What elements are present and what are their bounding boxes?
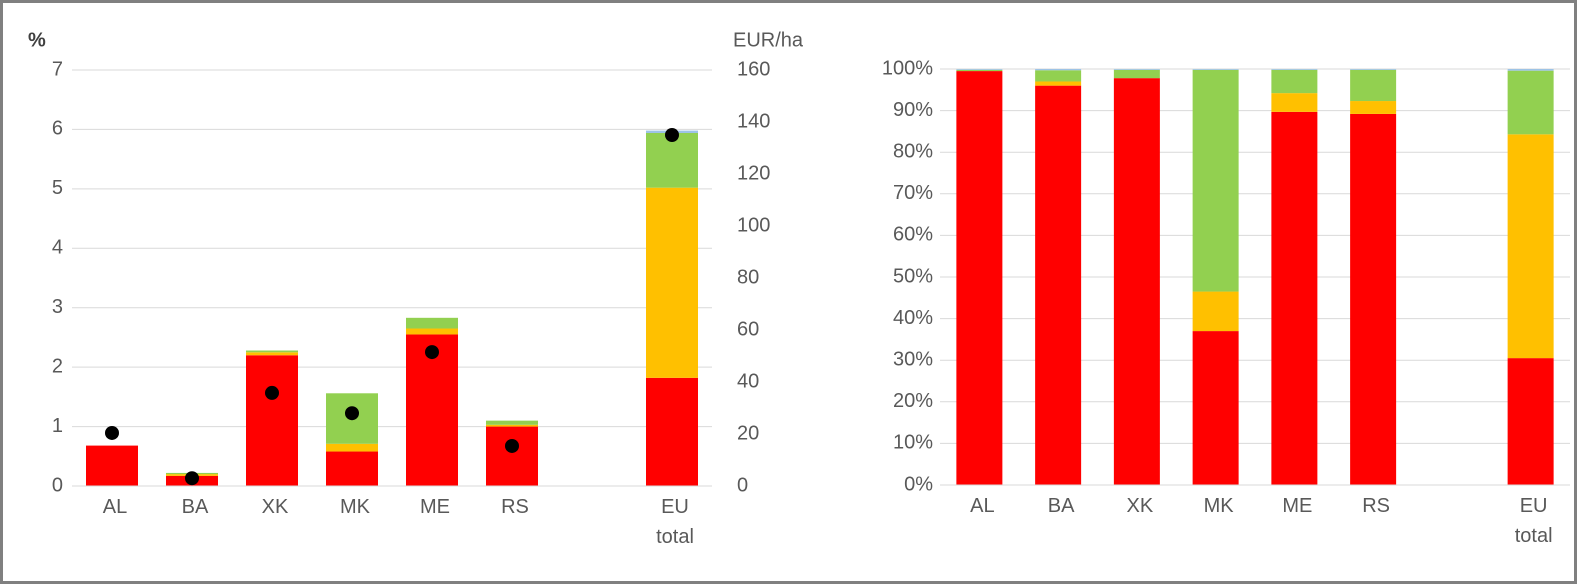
bar-segment	[1113, 78, 1160, 485]
y-tick-label: 60%	[893, 224, 933, 246]
bar-segment	[326, 443, 378, 452]
bar-segment	[1271, 111, 1318, 486]
y-tick-label: 5	[52, 177, 63, 199]
x-tick-label: RS	[1362, 495, 1391, 517]
bar-segment	[246, 350, 298, 353]
y-tick-label: 30%	[893, 348, 933, 370]
bar-segment	[956, 71, 1003, 485]
x-tick-label: AL	[102, 496, 128, 518]
x-tick-label: BA	[181, 496, 209, 518]
y2-tick-label: 20	[737, 422, 759, 444]
dot	[265, 385, 279, 400]
dot	[185, 471, 199, 486]
y2-tick-label: 100	[737, 214, 770, 236]
x-tick-label: EU total	[1514, 495, 1553, 547]
x-tick-label: EU total	[656, 496, 694, 548]
bar-segment	[486, 420, 538, 425]
x-tick-label: ME	[1282, 495, 1313, 517]
y-tick-label: 6	[52, 118, 63, 140]
y-tick-label: 7	[52, 58, 63, 80]
bar-segment	[1113, 69, 1160, 70]
bar-segment	[1192, 331, 1239, 485]
bar-segment	[326, 451, 378, 486]
x-tick-label: MK	[1203, 495, 1234, 517]
x-tick-label: XK	[1126, 495, 1154, 517]
bar-segment	[1507, 69, 1554, 71]
bar-segment	[1192, 69, 1239, 292]
bar-segment	[1035, 70, 1082, 82]
y2-axis-label: EUR/ha	[733, 29, 804, 51]
y-tick-label: 1	[52, 415, 63, 437]
x-tick-label: BA	[1047, 495, 1075, 517]
y-tick-label: 0%	[904, 473, 933, 495]
bar-segment	[246, 355, 298, 486]
bar-segment	[1113, 69, 1160, 79]
bar-segment	[406, 328, 458, 335]
bar-segment	[956, 69, 1003, 70]
y-tick-label: 100%	[882, 57, 933, 79]
y-tick-label: 2	[52, 355, 63, 377]
y-tick-label: 10%	[893, 432, 933, 454]
bar-segment	[1192, 291, 1239, 332]
bar-segment	[1350, 69, 1397, 70]
x-tick-label: AL	[970, 495, 995, 517]
x-tick-label: XK	[261, 496, 289, 518]
y2-tick-label: 80	[737, 266, 759, 288]
bar-segment	[486, 426, 538, 486]
y2-tick-label: 160	[737, 58, 770, 80]
y2-tick-label: 0	[737, 474, 748, 496]
y-tick-label: 0	[52, 474, 63, 496]
bar-segment	[1350, 113, 1397, 485]
dot	[505, 438, 519, 453]
y-tick-label: 4	[52, 237, 63, 259]
bar-segment	[1271, 69, 1318, 94]
bar-segment	[406, 317, 458, 329]
bar-segment	[406, 334, 458, 486]
y-tick-label: 90%	[893, 99, 933, 121]
bar-segment	[1271, 93, 1318, 112]
bar-segment	[86, 445, 138, 486]
bar-segment	[1271, 69, 1318, 70]
x-tick-label: ME	[420, 496, 450, 518]
dot	[105, 425, 119, 440]
y-tick-label: 80%	[893, 140, 933, 162]
bar-segment	[1350, 69, 1397, 102]
bar-segment	[646, 187, 698, 378]
x-tick-label: MK	[340, 496, 370, 518]
bar-segment	[1350, 101, 1397, 114]
dot	[345, 406, 359, 421]
bar-segment	[956, 69, 1003, 72]
x-tick-label: RS	[501, 496, 529, 518]
bar-segment	[1192, 69, 1239, 70]
y-tick-label: 40%	[893, 307, 933, 329]
bar-segment	[646, 377, 698, 486]
dot	[425, 345, 439, 360]
y-tick-label: 3	[52, 296, 63, 318]
y-tick-label: 50%	[893, 265, 933, 287]
y-axis-label: %	[28, 29, 46, 51]
bar-segment	[1507, 358, 1554, 485]
bar-segment	[1035, 85, 1082, 485]
dot	[665, 128, 679, 142]
charts: % EUR/ha 0 1 2 3 4 5 6 7 0 20 40 60 80 100 120 140 160 0%…	[28, 29, 1570, 496]
bar-segment	[1035, 81, 1082, 86]
y-tick-label: 70%	[893, 182, 933, 204]
bar-segment	[646, 132, 698, 188]
y2-tick-label: 120	[737, 162, 770, 184]
bar-segment	[1507, 134, 1554, 359]
y-tick-label: 20%	[893, 390, 933, 412]
bar-segment	[1507, 70, 1554, 135]
bar-segment	[1035, 69, 1082, 71]
y2-tick-label: 60	[737, 318, 759, 340]
bar-segment	[246, 352, 298, 356]
y2-tick-label: 140	[737, 110, 770, 132]
bar-segment	[486, 424, 538, 427]
y2-tick-label: 40	[737, 370, 759, 392]
